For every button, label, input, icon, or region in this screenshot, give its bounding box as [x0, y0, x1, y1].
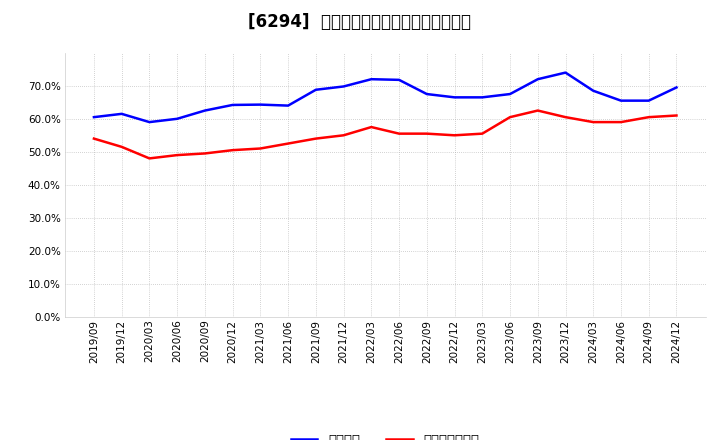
固定比率 — [534, 77, 542, 82]
固定長期適合率 — [423, 131, 431, 136]
固定比率 — [89, 114, 98, 120]
固定比率 — [616, 98, 625, 103]
固定比率 — [395, 77, 403, 83]
固定長期適合率 — [201, 151, 210, 156]
固定比率 — [312, 87, 320, 92]
固定比率 — [478, 95, 487, 100]
固定長期適合率 — [450, 132, 459, 138]
固定長期適合率 — [312, 136, 320, 141]
固定長期適合率 — [505, 114, 514, 120]
固定長期適合率 — [478, 131, 487, 136]
固定比率 — [284, 103, 292, 108]
固定比率 — [256, 102, 265, 107]
固定比率 — [117, 111, 126, 117]
固定長期適合率 — [672, 113, 681, 118]
固定長期適合率 — [395, 131, 403, 136]
固定長期適合率 — [173, 152, 181, 158]
固定長期適合率 — [89, 136, 98, 141]
固定長期適合率 — [284, 141, 292, 146]
固定比率 — [505, 92, 514, 97]
Line: 固定長期適合率: 固定長期適合率 — [94, 110, 677, 158]
固定比率 — [367, 77, 376, 82]
固定比率 — [423, 92, 431, 97]
固定長期適合率 — [256, 146, 265, 151]
固定比率 — [450, 95, 459, 100]
固定比率 — [173, 116, 181, 121]
Text: [6294]  固定比率、固定長期適合率の推移: [6294] 固定比率、固定長期適合率の推移 — [248, 13, 472, 31]
固定比率 — [145, 119, 154, 125]
固定長期適合率 — [367, 125, 376, 130]
固定長期適合率 — [561, 114, 570, 120]
固定長期適合率 — [616, 119, 625, 125]
固定比率 — [589, 88, 598, 93]
固定長期適合率 — [339, 132, 348, 138]
固定比率 — [339, 84, 348, 89]
固定長期適合率 — [228, 147, 237, 153]
固定比率 — [201, 108, 210, 113]
固定長期適合率 — [117, 144, 126, 150]
固定長期適合率 — [589, 119, 598, 125]
固定長期適合率 — [145, 156, 154, 161]
固定長期適合率 — [534, 108, 542, 113]
Line: 固定比率: 固定比率 — [94, 73, 677, 122]
固定比率 — [561, 70, 570, 75]
固定比率 — [672, 85, 681, 90]
固定比率 — [644, 98, 653, 103]
固定比率 — [228, 102, 237, 107]
固定長期適合率 — [644, 114, 653, 120]
Legend: 固定比率, 固定長期適合率: 固定比率, 固定長期適合率 — [291, 434, 480, 440]
